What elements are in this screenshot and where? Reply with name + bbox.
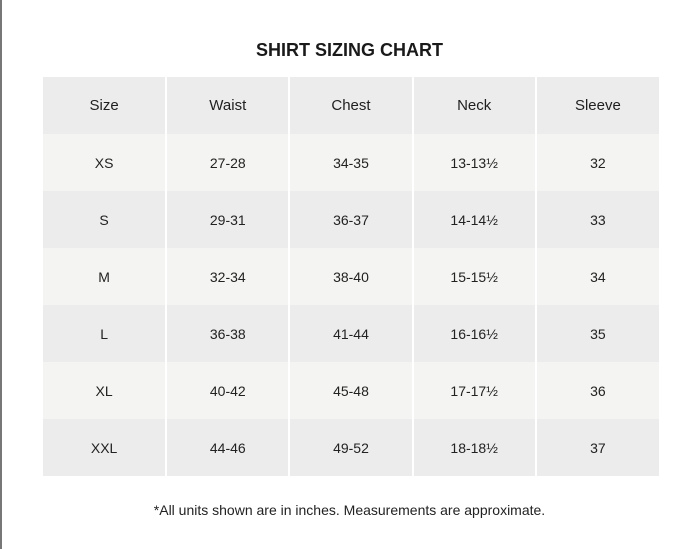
column-header-sleeve: Sleeve bbox=[534, 77, 659, 134]
cell-size: L bbox=[100, 325, 108, 342]
cell-waist: 27-28 bbox=[165, 134, 290, 191]
cell-sleeve: 33 bbox=[534, 191, 659, 248]
cell-chest: 41-44 bbox=[288, 305, 413, 362]
cell-neck: 18-18½ bbox=[411, 419, 536, 476]
cell-neck: 14-14½ bbox=[411, 191, 536, 248]
table-row: XXL 44-46 49-52 18-18½ 37 bbox=[43, 419, 659, 476]
sizing-table: Size Waist Chest Neck Sleeve XS 27-28 34-35 13-… bbox=[43, 77, 659, 476]
cell-chest: 38-40 bbox=[288, 248, 413, 305]
cell-chest: 49-52 bbox=[288, 419, 413, 476]
cell-waist: 32-34 bbox=[165, 248, 290, 305]
cell-size: M bbox=[98, 268, 110, 285]
window-edge bbox=[0, 0, 2, 549]
column-header-chest: Chest bbox=[288, 77, 413, 134]
cell-neck: 13-13½ bbox=[411, 134, 536, 191]
cell-waist: 40-42 bbox=[165, 362, 290, 419]
page-title: SHIRT SIZING CHART bbox=[256, 40, 443, 60]
cell-size: S bbox=[99, 211, 109, 228]
cell-waist: 29-31 bbox=[165, 191, 290, 248]
cell-size: XL bbox=[95, 382, 113, 399]
cell-sleeve: 37 bbox=[534, 419, 659, 476]
table-row: XL 40-42 45-48 17-17½ 36 bbox=[43, 362, 659, 419]
table-row: XS 27-28 34-35 13-13½ 32 bbox=[43, 134, 659, 191]
cell-chest: 36-37 bbox=[288, 191, 413, 248]
cell-sleeve: 35 bbox=[534, 305, 659, 362]
cell-chest: 34-35 bbox=[288, 134, 413, 191]
cell-neck: 16-16½ bbox=[411, 305, 536, 362]
cell-size: XXL bbox=[90, 439, 118, 456]
table-header-row: Size Waist Chest Neck Sleeve bbox=[43, 77, 659, 134]
table-row: L 36-38 41-44 16-16½ 35 bbox=[43, 305, 659, 362]
table-row: M 32-34 38-40 15-15½ 34 bbox=[43, 248, 659, 305]
cell-sleeve: 32 bbox=[534, 134, 659, 191]
column-header-waist: Waist bbox=[165, 77, 290, 134]
cell-size: XS bbox=[94, 154, 114, 171]
column-header-neck: Neck bbox=[411, 77, 536, 134]
cell-waist: 44-46 bbox=[165, 419, 290, 476]
footnote: *All units shown are in inches. Measurem… bbox=[153, 502, 546, 518]
cell-sleeve: 34 bbox=[534, 248, 659, 305]
cell-neck: 17-17½ bbox=[411, 362, 536, 419]
cell-sleeve: 36 bbox=[534, 362, 659, 419]
cell-neck: 15-15½ bbox=[411, 248, 536, 305]
cell-waist: 36-38 bbox=[165, 305, 290, 362]
table-row: S 29-31 36-37 14-14½ 33 bbox=[43, 191, 659, 248]
column-header-size: Size bbox=[43, 77, 167, 134]
cell-chest: 45-48 bbox=[288, 362, 413, 419]
